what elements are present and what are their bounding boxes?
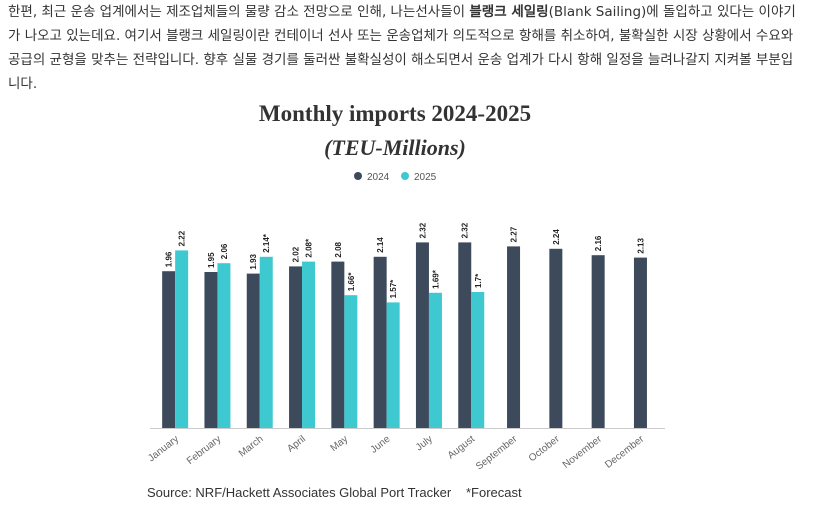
value-label: 2.24 [552, 229, 561, 245]
bar [549, 248, 563, 428]
bar [591, 255, 605, 428]
legend-marker [354, 172, 362, 180]
value-label: 2.32 [461, 222, 470, 238]
x-tick-label: March [237, 434, 266, 460]
bold-text: 블랭크 세일링 [469, 4, 549, 20]
value-label: 2.32 [418, 222, 427, 238]
x-tick-label: May [329, 434, 351, 454]
value-label: 1.57* [389, 279, 398, 299]
bar [175, 250, 189, 428]
bar [289, 266, 303, 428]
x-tick-label: April [285, 434, 308, 455]
x-tick-label: January [146, 434, 181, 465]
value-label: 2.14 [376, 237, 385, 253]
text: (Blank Sailing)에 돌입하고 있다는 이야기가 나오고 있는데요.… [8, 4, 796, 92]
value-label: 1.69* [431, 269, 440, 289]
x-tick-label: October [527, 433, 562, 464]
value-label: 2.13 [636, 237, 645, 253]
bar [259, 256, 273, 428]
value-label: 2.06 [220, 243, 229, 259]
x-tick-label: November [561, 433, 605, 470]
x-tick-label: June [369, 433, 393, 455]
bar [633, 257, 647, 428]
bar [373, 256, 387, 428]
x-tick-label: August [446, 434, 477, 462]
value-label: 1.95 [207, 252, 216, 268]
bar [428, 292, 442, 428]
paragraph: 한편, 최근 운송 업계에서는 제조업체들의 물량 감소 전망으로 인해, 나는… [8, 0, 803, 96]
legend-marker [401, 172, 409, 180]
bar [162, 271, 176, 428]
bar [246, 273, 260, 428]
value-label: 1.93 [249, 253, 258, 269]
bar [331, 261, 345, 428]
bar [471, 292, 485, 428]
value-label: 2.02 [292, 246, 301, 262]
value-label: 2.27 [510, 226, 519, 242]
bar [204, 272, 218, 428]
chart-subtitle: (TEU-Millions) [324, 135, 466, 160]
bar [217, 263, 231, 428]
bar [386, 302, 400, 428]
legend-label: 2024 [367, 172, 390, 183]
legend-label: 2025 [414, 172, 437, 183]
source: Source: NRF/Hackett Associates Global Po… [147, 485, 452, 500]
value-label: 2.14* [262, 233, 271, 253]
value-label: 1.96 [165, 251, 174, 267]
x-tick-label: February [185, 434, 223, 467]
text: 한편, 최근 운송 업계에서는 제조업체들의 물량 감소 전망으로 인해, 나는… [8, 4, 470, 20]
note: *Forecast [466, 485, 522, 500]
value-label: 1.66* [347, 272, 356, 292]
bar [458, 242, 472, 428]
x-tick-label: September [474, 433, 520, 472]
value-label: 2.08* [305, 238, 314, 258]
chart-title: Monthly imports 2024-2025 [259, 101, 531, 126]
x-tick-label: July [414, 434, 435, 454]
bar [415, 242, 429, 428]
bar [344, 295, 358, 428]
x-tick-label: December [603, 433, 647, 470]
value-label: 2.16 [594, 235, 603, 251]
bar [507, 246, 521, 428]
value-label: 1.7* [474, 273, 483, 288]
value-label: 2.22 [178, 230, 187, 246]
value-label: 2.08 [334, 241, 343, 257]
bar [302, 261, 316, 428]
